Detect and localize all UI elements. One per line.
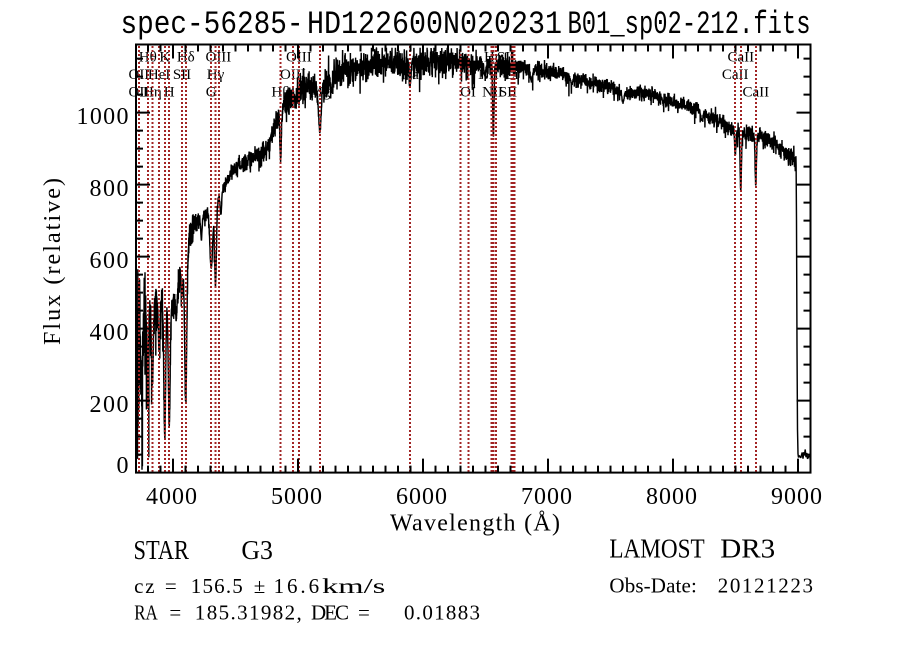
svg-text:Obs-Date:: Obs-Date: xyxy=(609,574,696,598)
svg-text:HD122600N020231: HD122600N020231 xyxy=(307,6,562,43)
svg-text:185.31982,: 185.31982, xyxy=(195,601,302,625)
svg-text:OII: OII xyxy=(128,85,149,101)
svg-text:0.01883: 0.01883 xyxy=(404,601,480,625)
svg-text:km/s: km/s xyxy=(322,574,385,598)
svg-text:K: K xyxy=(159,50,170,66)
svg-text:400: 400 xyxy=(90,320,129,346)
svg-text:B01_sp02-212.fits: B01_sp02-212.fits xyxy=(568,6,811,43)
svg-text:9000: 9000 xyxy=(771,484,822,510)
svg-text:=: = xyxy=(169,601,181,625)
svg-text:G: G xyxy=(206,85,217,101)
svg-text:7000: 7000 xyxy=(521,484,572,510)
svg-text:8000: 8000 xyxy=(646,484,697,510)
svg-text:=: = xyxy=(358,601,370,625)
svg-text:Hδ: Hδ xyxy=(177,50,195,66)
svg-text:G3: G3 xyxy=(241,535,273,565)
svg-text:200: 200 xyxy=(90,392,129,418)
svg-text:H: H xyxy=(164,85,175,101)
svg-text:DEC: DEC xyxy=(311,601,349,625)
svg-text:20121223: 20121223 xyxy=(718,574,813,598)
svg-text:=: = xyxy=(165,574,177,598)
svg-text:4000: 4000 xyxy=(146,484,197,510)
svg-text:16.6: 16.6 xyxy=(274,574,320,598)
svg-text:156.5: 156.5 xyxy=(191,574,243,598)
svg-text:600: 600 xyxy=(90,248,129,274)
svg-text:Hη: Hη xyxy=(143,85,162,101)
svg-text:CaII: CaII xyxy=(727,50,754,66)
svg-text:OIII: OIII xyxy=(205,50,231,66)
svg-text:SII: SII xyxy=(499,85,517,101)
svg-text:±: ± xyxy=(254,574,266,598)
svg-text:CaII: CaII xyxy=(742,85,769,101)
svg-text:Flux (relative): Flux (relative) xyxy=(40,178,66,345)
svg-text:Hθ: Hθ xyxy=(139,50,157,66)
svg-text:800: 800 xyxy=(90,176,129,202)
svg-text:1000: 1000 xyxy=(77,104,129,130)
svg-text:Wavelength (Å): Wavelength (Å) xyxy=(390,511,560,537)
svg-text:5000: 5000 xyxy=(271,484,322,510)
svg-text:LAMOST: LAMOST xyxy=(609,534,705,564)
svg-text:STAR: STAR xyxy=(134,535,189,565)
svg-text:RA: RA xyxy=(134,601,158,625)
svg-text:DR3: DR3 xyxy=(720,534,775,564)
svg-text:0: 0 xyxy=(117,453,129,479)
svg-text:spec-56285-: spec-56285- xyxy=(121,6,304,43)
svg-text:6000: 6000 xyxy=(396,484,447,510)
svg-text:cz: cz xyxy=(134,574,155,598)
